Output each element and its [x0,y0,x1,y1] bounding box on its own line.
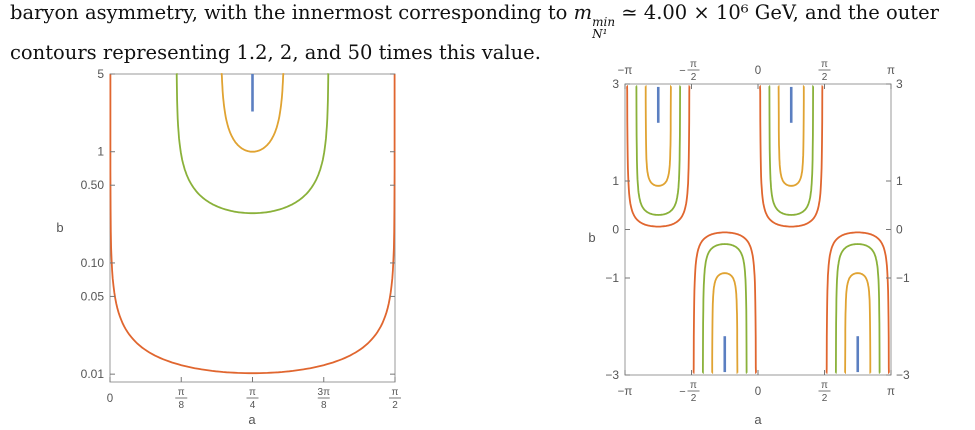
right-x-tick-label: −π 2 [679,380,700,404]
left-x-tick-label-denominator: 4 [250,400,256,411]
right-x-tick-label-sign: − [679,386,685,398]
right-x-tick-label-denominator: 2 [691,393,697,404]
right-y-tick-label: 0 [612,223,619,237]
right-x-tick-label-top-numerator: π [690,59,697,70]
figure-caption: baryon asymmetry, with the innermost cor… [10,0,965,65]
caption-text-end: ≃ 4.00 × 10⁶ GeV, and the outer [615,1,939,24]
left-x-tick-label-numerator: π [249,387,256,398]
right-y-tick-label-right: 1 [896,174,903,188]
right-series-2-contour-1 [644,85,672,187]
right-x-tick-label: π2 [818,380,831,404]
right-y-tick-label: 3 [612,77,619,91]
left-x-tick-label: π8 [175,387,188,411]
right-y-tick-label: −3 [605,368,619,382]
right-y-tick-label-right: 3 [896,77,903,91]
right-y-tick-label-right: 0 [896,223,903,237]
left-y-tick-label: 5 [97,67,104,81]
right-x-tick-label-top: 0 [755,65,761,77]
right-x-tick-label-top: −π 2 [679,59,700,83]
right-x-tick-label-top-denominator: 2 [691,72,697,83]
right-series-2-contour-4 [844,272,872,374]
right-x-tick-label-top: −π [618,65,633,77]
caption-line-2: contours representing 1.2, 2, and 50 tim… [10,41,541,64]
caption-line-1: baryon asymmetry, with the innermost cor… [10,0,965,40]
right-x-tick-label-top-denominator: 2 [822,72,828,83]
right-x-tick-label: −π [618,386,633,398]
left-x-tick-label: π4 [246,387,259,411]
left-y-tick-label: 0.01 [81,367,105,381]
left-series-2-contour [220,73,285,153]
m-subscript: N¹ [592,27,608,41]
m-symbol: m [573,1,593,24]
right-plot-frame [624,83,892,376]
caption-text-start: baryon asymmetry, with the innermost cor… [10,1,574,24]
left-x-tick-label-numerator: π [392,387,399,398]
right-series-3-contour-1 [635,85,682,216]
right-series-3-contour-4 [834,243,881,374]
right-y-tick-label: 1 [612,174,619,188]
left-x-tick-label: π2 [389,387,401,411]
right-x-tick-label-numerator: π [821,380,828,391]
left-plot-frame [109,73,396,383]
left-y-ticks: 0.01 0.05 0.10 0.50 1 5 [81,67,395,381]
left-y-tick-label: 0.50 [81,178,105,192]
left-y-axis-label: b [56,220,63,235]
right-x-axis-label: a [754,412,762,427]
right-series-4-contour-1 [626,85,691,228]
right-y-axis-label: b [588,230,595,245]
right-series-3-contour-2 [768,85,814,216]
right-x-tick-label-top-sign: − [679,65,685,77]
right-series-4-contour-3 [692,231,757,374]
left-x-axis-label: a [248,412,256,427]
right-series-3-contour-3 [702,243,748,374]
left-x-tick-label-denominator: 2 [392,400,398,411]
left-x-tick-label-numerator: 3π [318,387,331,398]
right-x-tick-label-top-numerator: π [821,59,828,70]
left-y-tick-label: 0.10 [81,256,105,270]
left-y-tick-label: 1 [97,145,104,159]
left-x-tick-label: 0 [107,393,113,405]
right-series-4-contour-4 [825,231,890,374]
left-x-tick-label-denominator: 8 [321,400,327,411]
left-x-tick-label-denominator: 8 [178,400,184,411]
right-series-2-contour-3 [711,272,739,374]
left-series-3-contour [175,73,330,215]
right-x-tick-label: π [887,386,895,398]
m-superscript: min [592,15,616,29]
left-x-tick-label-numerator: π [178,387,185,398]
left-y-tick-label: 0.05 [81,289,105,303]
left-series-group [109,73,396,375]
right-x-tick-label-numerator: π [690,380,697,391]
right-x-tick-label-top: π2 [818,59,831,83]
right-x-tick-label-denominator: 2 [822,393,828,404]
left-x-tick-label: 3π8 [318,387,331,411]
right-series-4-contour-2 [759,85,824,228]
right-series-2-contour-2 [777,85,805,187]
right-x-tick-label: 0 [755,386,761,398]
right-y-ticks: −3 −3 −1 −1 0 0 1 1 3 3 [605,77,910,382]
right-series-group [626,85,890,374]
left-series-4-contour [109,74,396,375]
right-x-tick-label-top: π [887,65,895,77]
right-y-tick-label-right: −3 [896,368,910,382]
right-y-tick-label: −1 [605,271,619,285]
right-y-tick-label-right: −1 [896,271,910,285]
